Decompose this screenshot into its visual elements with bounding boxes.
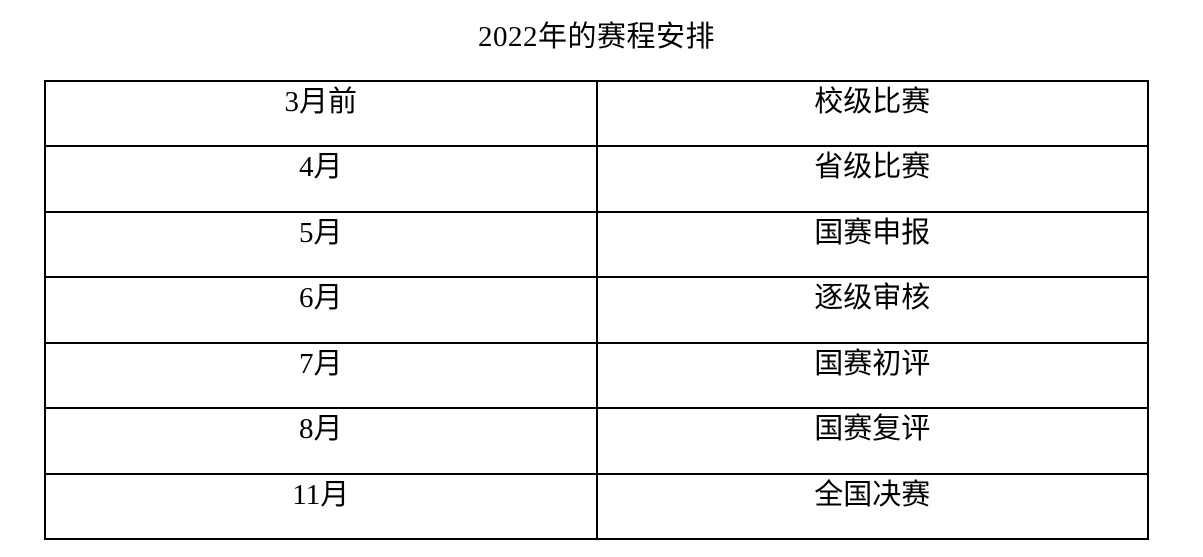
table-cell-time: 3月前 [44,79,598,148]
table-row: 4月 省级比赛 [44,145,1149,213]
table-row: 8月 国赛复评 [44,407,1149,475]
table-row: 7月 国赛初评 [44,341,1149,410]
table-row: 3月前 校级比赛 [44,79,1149,148]
schedule-table-body: 3月前 校级比赛 4月 省级比赛 5月 国赛申报 6月 逐级审核 7月 国赛初评… [44,79,1149,541]
table-cell-time: 11月 [44,472,598,541]
table-cell-event: 国赛初评 [595,341,1149,410]
schedule-table: 3月前 校级比赛 4月 省级比赛 5月 国赛申报 6月 逐级审核 7月 国赛初评… [44,79,1149,541]
table-cell-time: 4月 [44,145,598,213]
table-row: 5月 国赛申报 [44,210,1149,279]
table-cell-time: 5月 [44,210,598,279]
table-cell-time: 6月 [44,276,598,344]
table-cell-event: 校级比赛 [595,79,1149,148]
table-cell-time: 7月 [44,341,598,410]
table-cell-event: 逐级审核 [595,276,1149,344]
table-cell-event: 省级比赛 [595,145,1149,213]
table-cell-event: 国赛申报 [595,210,1149,279]
table-row: 11月 全国决赛 [44,472,1149,541]
table-row: 6月 逐级审核 [44,276,1149,344]
table-cell-event: 国赛复评 [595,407,1149,475]
table-cell-time: 8月 [44,407,598,475]
page-title: 2022年的赛程安排 [477,21,715,53]
table-cell-event: 全国决赛 [595,472,1149,541]
